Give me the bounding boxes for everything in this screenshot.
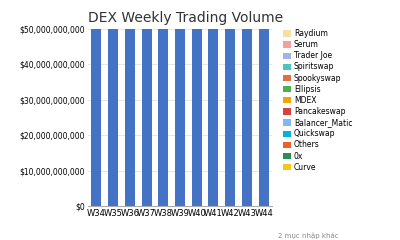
Legend: Raydium, Serum, Trader Joe, Spiritswap, Spookyswap, Ellipsis, MDEX, Pancakeswap,: Raydium, Serum, Trader Joe, Spiritswap, …: [283, 29, 352, 172]
Text: 2 mục nhập khác: 2 mục nhập khác: [278, 232, 339, 239]
Text: DEX Weekly Trading Volume: DEX Weekly Trading Volume: [88, 11, 283, 25]
Bar: [125, 0, 135, 206]
Bar: [192, 0, 202, 206]
Bar: [108, 0, 118, 206]
Bar: [259, 0, 269, 206]
Bar: [225, 0, 235, 206]
Bar: [242, 0, 252, 206]
Bar: [158, 0, 168, 206]
Bar: [142, 0, 152, 206]
Bar: [175, 0, 185, 206]
Bar: [91, 0, 101, 206]
Bar: [208, 0, 218, 206]
